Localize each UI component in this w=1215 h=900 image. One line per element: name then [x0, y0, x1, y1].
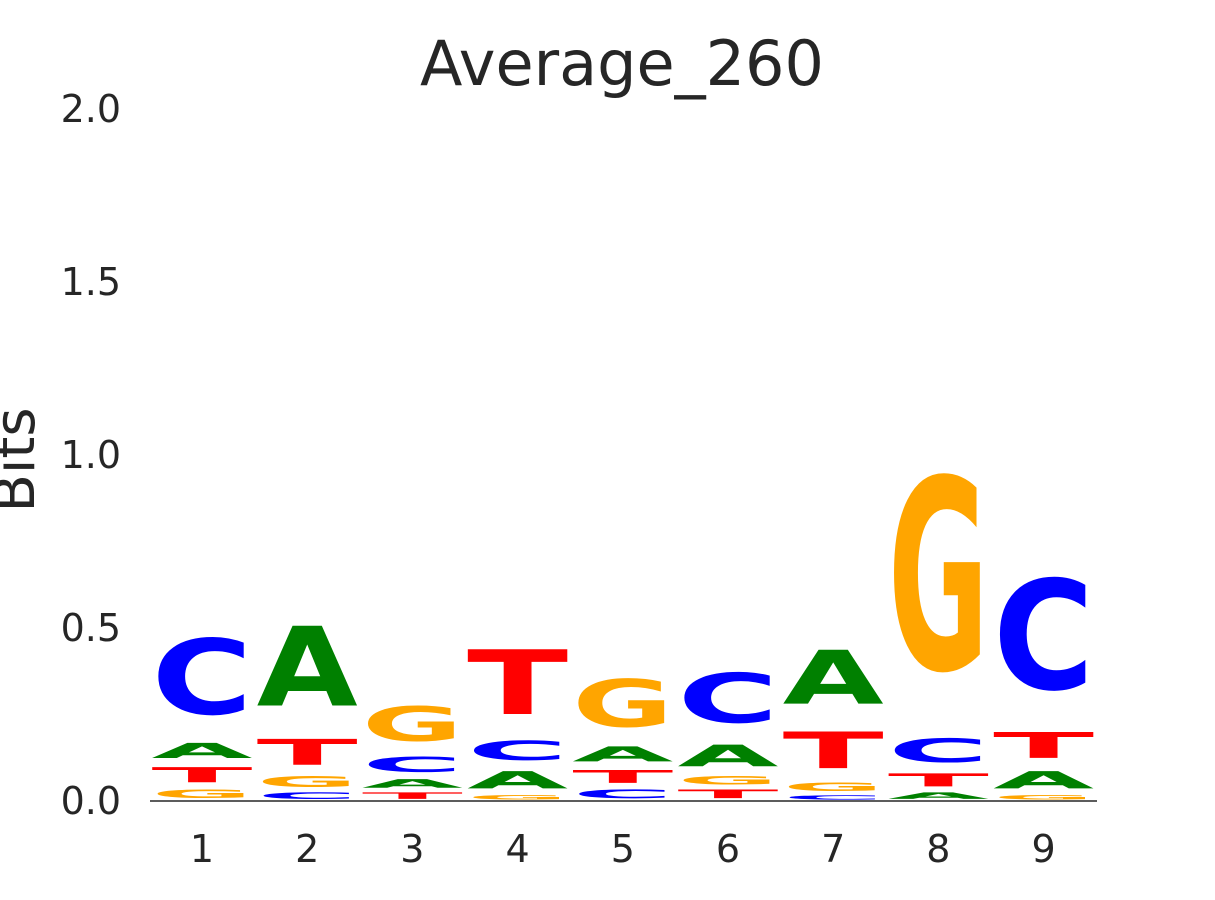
x-tick-label: 6 — [716, 827, 740, 871]
logo-letter-t: T — [362, 791, 463, 801]
y-tick-label: 1.5 — [61, 260, 121, 304]
y-tick-label: 0.5 — [61, 606, 121, 650]
x-tick-label: 9 — [1032, 827, 1056, 871]
logo-letter-g: G — [362, 697, 463, 752]
y-axis-label: Bits — [0, 407, 48, 512]
logo-letter-c: C — [152, 618, 253, 739]
logo-letter-t: T — [152, 763, 253, 787]
x-tick-label: 8 — [926, 827, 950, 871]
logo-letter-c: C — [362, 753, 463, 777]
logo-letter-g: G — [888, 425, 989, 731]
y-axis-ticks: 0.0 0.5 1.0 1.5 2.0 — [61, 87, 121, 823]
x-tick-label: 7 — [821, 827, 845, 871]
logo-letter-t: T — [993, 725, 1094, 766]
x-tick-label: 1 — [190, 827, 214, 871]
logo-letter-t: T — [888, 770, 989, 791]
logo-letter-g: G — [783, 780, 884, 794]
x-tick-label: 4 — [506, 827, 530, 871]
x-tick-label: 5 — [611, 827, 635, 871]
logo-letter-a: A — [678, 739, 779, 773]
x-tick-label: 3 — [400, 827, 424, 871]
logo-letter-g: G — [993, 794, 1094, 801]
logo-letter-a: A — [993, 767, 1095, 795]
logo-letter-t: T — [678, 787, 779, 801]
logo-letter-g: G — [152, 787, 253, 801]
logo-letter-a: A — [152, 739, 253, 763]
logo-letter-a: A — [572, 742, 673, 766]
x-axis-ticks: 1 2 3 4 5 6 7 8 9 — [190, 827, 1056, 871]
chart-title: Average_260 — [420, 27, 824, 100]
logo-letter-a: A — [467, 767, 569, 795]
logo-letter-a: A — [888, 791, 990, 801]
y-tick-label: 1.0 — [61, 433, 121, 477]
logo-letter-g: G — [572, 667, 673, 742]
logo-letter-c: C — [783, 794, 884, 801]
logo-letter-t: T — [257, 732, 358, 773]
logo-letter-c: C — [888, 732, 989, 770]
logo-letter-t: T — [572, 766, 673, 787]
logo-letter-a: A — [362, 777, 463, 791]
logo-letter-g: G — [467, 794, 568, 801]
logo-letter-t: T — [467, 632, 568, 735]
y-tick-label: 0.0 — [61, 779, 121, 823]
logo-letter-c: C — [467, 736, 568, 767]
logo-letter-t: T — [783, 722, 884, 781]
logo-letter-c: C — [257, 791, 358, 801]
logo-letter-a: A — [783, 636, 884, 722]
logo-letter-c: C — [572, 787, 673, 801]
logo-letter-c: C — [678, 659, 779, 739]
logo-letter-g: G — [678, 773, 779, 787]
logo-letter-g: G — [257, 773, 358, 790]
x-tick-label: 2 — [295, 827, 319, 871]
logo-letter-c: C — [993, 550, 1094, 726]
y-tick-label: 2.0 — [61, 87, 121, 131]
logo-letter-a: A — [257, 605, 358, 732]
